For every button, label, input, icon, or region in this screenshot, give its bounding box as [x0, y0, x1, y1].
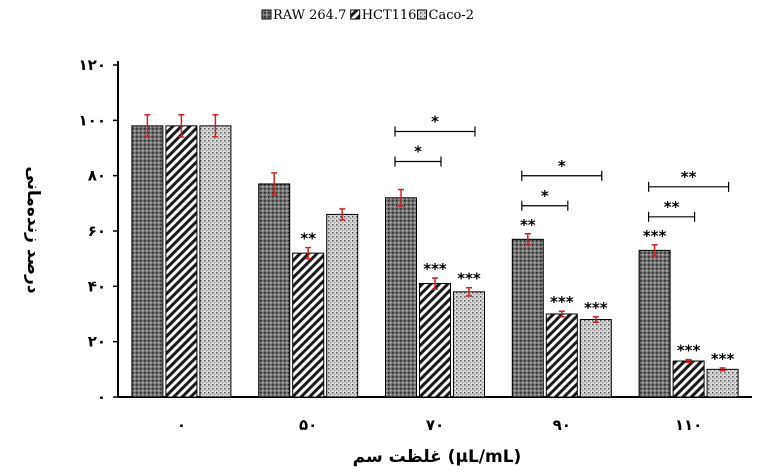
- legend-label: RAW 264.7: [273, 8, 346, 23]
- bar: [131, 125, 164, 398]
- bar: [638, 249, 671, 398]
- y-tick-label: ۴۰: [88, 277, 106, 295]
- comparison-label: **: [681, 168, 697, 186]
- x-tick-label: ۵۰: [299, 416, 317, 434]
- comparison-label: *: [431, 113, 439, 131]
- significance-label: **: [520, 216, 536, 234]
- bar: [258, 183, 291, 398]
- significance-label: ***: [457, 270, 481, 288]
- x-tick-label: ۱۱۰: [675, 416, 702, 434]
- bar: [672, 360, 705, 398]
- y-axis-label: درصد زنده‌مانی: [23, 166, 43, 293]
- y-tick-label: ۶۰: [88, 222, 106, 240]
- significance-label: ***: [643, 227, 667, 245]
- significance-label: ***: [423, 260, 447, 278]
- y-tick-label: ۲۰: [88, 333, 106, 351]
- chart-legend: RAW 264.7 HCT116 Caco-2: [261, 8, 474, 23]
- significance-label: ***: [711, 350, 735, 368]
- legend-label: Caco-2: [429, 8, 474, 23]
- bar: [385, 197, 417, 398]
- bar: [292, 252, 325, 398]
- significance-label: ***: [550, 293, 574, 311]
- chart-bars: [131, 114, 739, 398]
- y-tick-label: ۱۲۰: [79, 56, 106, 74]
- bar: [511, 238, 544, 398]
- legend-swatch: [417, 9, 427, 20]
- bar: [199, 125, 232, 398]
- comparison-label: **: [664, 198, 680, 216]
- comparison-label: *: [558, 157, 566, 175]
- bar: [419, 283, 451, 398]
- comparison-label: *: [414, 143, 422, 161]
- x-tick-label: ۹۰: [553, 416, 571, 434]
- significance-annotations: *********************************: [300, 113, 734, 368]
- y-tick-label: ۰: [97, 388, 106, 406]
- bar: [579, 319, 612, 398]
- y-tick-label: ۸۰: [88, 167, 106, 185]
- legend-swatch: [261, 9, 272, 20]
- bar: [453, 291, 485, 398]
- bar: [545, 313, 578, 398]
- significance-label: **: [300, 230, 316, 248]
- legend-swatch: [350, 9, 361, 20]
- x-tick-label: ۷۰: [426, 416, 444, 434]
- legend-label: HCT116: [362, 8, 417, 23]
- x-tick-label: ۰: [177, 416, 186, 434]
- x-axis-label: غلظت سم (µL/mL): [353, 447, 522, 467]
- bar: [706, 368, 739, 398]
- significance-label: ***: [584, 299, 608, 317]
- bar: [326, 213, 359, 398]
- significance-label: ***: [677, 342, 701, 360]
- bar: [165, 125, 198, 398]
- y-tick-label: ۱۰۰: [79, 111, 106, 129]
- comparison-label: *: [541, 187, 549, 205]
